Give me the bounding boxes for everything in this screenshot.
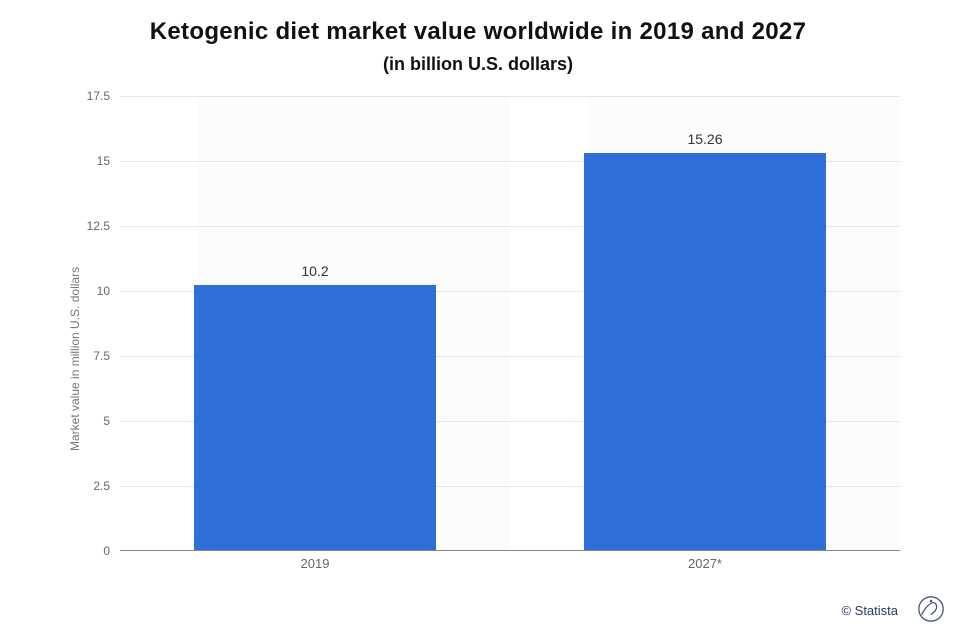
title-block: Ketogenic diet market value worldwide in…: [0, 0, 956, 75]
chart-figure: Ketogenic diet market value worldwide in…: [0, 0, 956, 630]
bar-value-label: 15.26: [584, 131, 826, 147]
bar: 15.26: [584, 153, 826, 550]
x-axis-line: [120, 550, 900, 551]
chart-area: 10.215.26 02.557.51012.51517.520192027*: [120, 96, 900, 551]
y-tick-label: 0: [80, 544, 110, 558]
chart-subtitle: (in billion U.S. dollars): [0, 54, 956, 75]
x-tick-label: 2019: [255, 556, 375, 571]
y-tick-label: 15: [80, 154, 110, 168]
bar: 10.2: [194, 285, 436, 550]
chart-title: Ketogenic diet market value worldwide in…: [0, 18, 956, 46]
bar-value-label: 10.2: [194, 263, 436, 279]
y-tick-label: 10: [80, 284, 110, 298]
source-credit: © Statista: [841, 603, 898, 618]
x-tick-label: 2027*: [645, 556, 765, 571]
y-tick-label: 17.5: [80, 89, 110, 103]
y-tick-label: 2.5: [80, 479, 110, 493]
y-axis-label: Market value in million U.S. dollars: [68, 267, 82, 451]
gridline: [120, 96, 900, 97]
y-tick-label: 5: [80, 414, 110, 428]
watermark-logo-icon: [916, 594, 946, 624]
y-tick-label: 7.5: [80, 349, 110, 363]
plot-region: 10.2 15.26: [120, 96, 900, 551]
y-tick-label: 12.5: [80, 219, 110, 233]
